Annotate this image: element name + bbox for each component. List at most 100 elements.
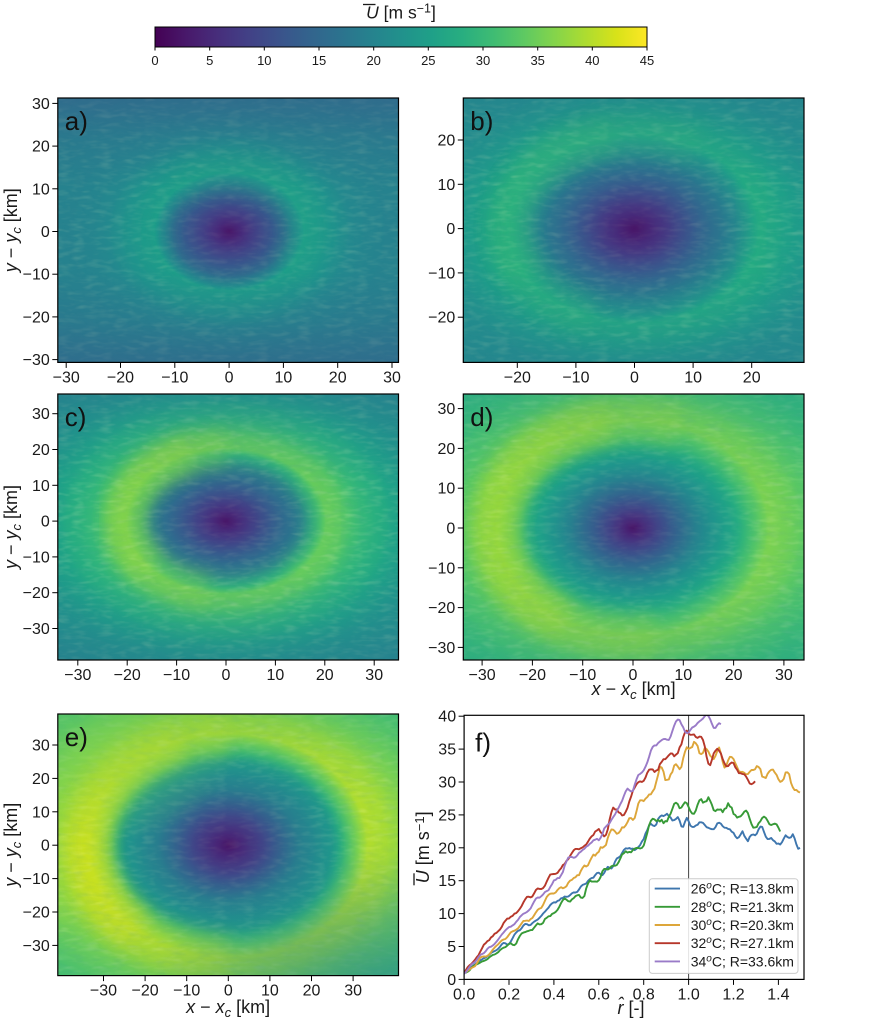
svg-text:20: 20 bbox=[725, 667, 743, 684]
svg-text:30: 30 bbox=[365, 667, 383, 684]
svg-text:0: 0 bbox=[41, 224, 50, 241]
svg-text:20: 20 bbox=[316, 667, 334, 684]
svg-text:y − yc [km]: y − yc [km] bbox=[1, 485, 24, 571]
svg-text:28oC; R=21.3km: 28oC; R=21.3km bbox=[691, 899, 794, 915]
svg-text:20: 20 bbox=[438, 441, 456, 458]
svg-text:26oC; R=13.8km: 26oC; R=13.8km bbox=[691, 881, 794, 897]
svg-text:30: 30 bbox=[344, 983, 362, 1000]
svg-text:−10: −10 bbox=[428, 560, 455, 577]
svg-text:0.0: 0.0 bbox=[453, 986, 475, 1003]
svg-text:1.0: 1.0 bbox=[677, 986, 699, 1003]
svg-text:0: 0 bbox=[447, 972, 456, 989]
svg-text:20: 20 bbox=[32, 139, 50, 156]
svg-text:r̂ [-]: r̂ [-] bbox=[618, 997, 645, 1018]
svg-text:−30: −30 bbox=[23, 621, 50, 638]
svg-text:−20: −20 bbox=[23, 309, 50, 326]
svg-text:−10: −10 bbox=[173, 983, 200, 1000]
svg-text:−20: −20 bbox=[504, 369, 531, 386]
svg-text:−10: −10 bbox=[562, 369, 589, 386]
svg-text:−10: −10 bbox=[163, 667, 190, 684]
svg-text:25: 25 bbox=[421, 53, 435, 68]
svg-text:0.8: 0.8 bbox=[633, 986, 655, 1003]
svg-text:−20: −20 bbox=[428, 600, 455, 617]
svg-text:a): a) bbox=[65, 106, 88, 136]
svg-text:b): b) bbox=[470, 106, 493, 136]
svg-text:0.2: 0.2 bbox=[498, 986, 520, 1003]
svg-text:10: 10 bbox=[32, 181, 50, 198]
svg-text:0: 0 bbox=[41, 514, 50, 531]
svg-text:10: 10 bbox=[684, 369, 702, 386]
svg-text:30: 30 bbox=[32, 406, 50, 423]
svg-text:30: 30 bbox=[438, 401, 456, 418]
svg-text:−10: −10 bbox=[569, 667, 596, 684]
svg-text:0: 0 bbox=[41, 838, 50, 855]
svg-text:45: 45 bbox=[640, 53, 654, 68]
svg-text:40: 40 bbox=[438, 709, 456, 726]
svg-text:32oC; R=27.1km: 32oC; R=27.1km bbox=[691, 935, 794, 951]
svg-text:−20: −20 bbox=[428, 310, 455, 327]
svg-text:34oC; R=33.6km: 34oC; R=33.6km bbox=[691, 953, 794, 969]
svg-text:20: 20 bbox=[32, 442, 50, 459]
svg-text:30: 30 bbox=[383, 369, 401, 386]
svg-text:0: 0 bbox=[446, 521, 455, 538]
svg-text:10: 10 bbox=[261, 983, 279, 1000]
svg-text:10: 10 bbox=[257, 53, 271, 68]
svg-text:5: 5 bbox=[206, 53, 213, 68]
svg-text:−10: −10 bbox=[428, 265, 455, 282]
svg-text:20: 20 bbox=[438, 133, 456, 150]
svg-text:0: 0 bbox=[630, 369, 639, 386]
svg-text:10: 10 bbox=[267, 667, 285, 684]
svg-text:30: 30 bbox=[32, 96, 50, 113]
svg-text:d): d) bbox=[470, 402, 493, 432]
svg-text:10: 10 bbox=[438, 906, 456, 923]
svg-text:10: 10 bbox=[32, 478, 50, 495]
svg-text:−30: −30 bbox=[64, 667, 91, 684]
svg-text:−20: −20 bbox=[114, 667, 141, 684]
svg-text:30: 30 bbox=[32, 738, 50, 755]
svg-text:20: 20 bbox=[743, 369, 761, 386]
svg-text:10: 10 bbox=[674, 667, 692, 684]
svg-text:5: 5 bbox=[447, 939, 456, 956]
svg-text:−20: −20 bbox=[519, 667, 546, 684]
svg-text:30: 30 bbox=[775, 667, 793, 684]
svg-text:0.4: 0.4 bbox=[543, 986, 565, 1003]
svg-text:0: 0 bbox=[629, 667, 638, 684]
svg-text:−30: −30 bbox=[53, 369, 80, 386]
svg-text:20: 20 bbox=[32, 771, 50, 788]
svg-text:0.6: 0.6 bbox=[588, 986, 610, 1003]
svg-text:20: 20 bbox=[366, 53, 380, 68]
svg-text:20: 20 bbox=[438, 840, 456, 857]
svg-text:−30: −30 bbox=[428, 640, 455, 657]
svg-text:−10: −10 bbox=[161, 369, 188, 386]
svg-text:35: 35 bbox=[438, 742, 456, 759]
svg-text:0: 0 bbox=[225, 369, 234, 386]
svg-text:30: 30 bbox=[438, 775, 456, 792]
svg-text:40: 40 bbox=[585, 53, 599, 68]
svg-text:x − xc [km]: x − xc [km] bbox=[591, 679, 676, 702]
svg-text:−30: −30 bbox=[469, 667, 496, 684]
svg-text:−30: −30 bbox=[90, 983, 117, 1000]
svg-text:0: 0 bbox=[446, 221, 455, 238]
svg-text:e): e) bbox=[65, 722, 88, 752]
svg-text:f): f) bbox=[475, 727, 491, 757]
svg-text:−30: −30 bbox=[23, 938, 50, 955]
svg-text:15: 15 bbox=[312, 53, 326, 68]
svg-text:0: 0 bbox=[151, 53, 158, 68]
svg-text:15: 15 bbox=[438, 873, 456, 890]
svg-text:−20: −20 bbox=[23, 905, 50, 922]
svg-text:−10: −10 bbox=[23, 871, 50, 888]
svg-text:10: 10 bbox=[275, 369, 293, 386]
svg-text:−30: −30 bbox=[23, 352, 50, 369]
svg-text:25: 25 bbox=[438, 807, 456, 824]
svg-text:0: 0 bbox=[222, 667, 231, 684]
svg-text:30oC; R=20.3km: 30oC; R=20.3km bbox=[691, 917, 794, 933]
svg-text:10: 10 bbox=[438, 481, 456, 498]
svg-text:−20: −20 bbox=[107, 369, 134, 386]
svg-text:y − yc [km]: y − yc [km] bbox=[1, 188, 24, 274]
svg-text:c): c) bbox=[65, 402, 87, 432]
svg-text:0: 0 bbox=[224, 983, 233, 1000]
svg-text:10: 10 bbox=[438, 177, 456, 194]
svg-text:1.4: 1.4 bbox=[767, 986, 789, 1003]
svg-text:x − xc [km]: x − xc [km] bbox=[185, 997, 270, 1020]
svg-text:20: 20 bbox=[329, 369, 347, 386]
